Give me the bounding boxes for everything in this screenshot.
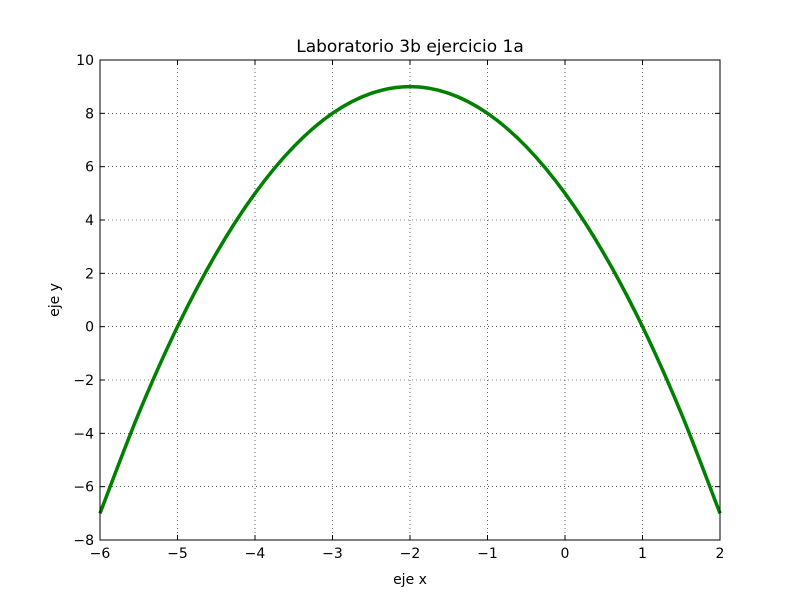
x-axis-label: eje x <box>393 572 427 588</box>
y-tick-label: 10 <box>76 53 94 69</box>
y-tick-label: −4 <box>73 426 94 442</box>
plot-area <box>98 84 722 514</box>
x-tick-label: −1 <box>477 546 498 562</box>
series-line <box>98 84 722 514</box>
x-tick-label: −2 <box>400 546 421 562</box>
y-tick-label: 0 <box>85 320 94 336</box>
x-tick-label: 1 <box>638 546 647 562</box>
y-tick-label: −6 <box>73 480 94 496</box>
y-tick-label: 6 <box>85 160 94 176</box>
x-tick-label: −5 <box>167 546 188 562</box>
chart-title: Laboratorio 3b ejercicio 1a <box>296 37 524 57</box>
y-tick-label: −2 <box>73 373 94 389</box>
x-tick-label: −3 <box>322 546 343 562</box>
y-tick-label: 8 <box>85 106 94 122</box>
y-tick-label: 4 <box>85 213 94 229</box>
x-tick-label: 0 <box>561 546 570 562</box>
y-tick-label: 2 <box>85 266 94 282</box>
x-tick-label: −4 <box>245 546 266 562</box>
x-tick-label: 2 <box>716 546 725 562</box>
x-tick-label: −6 <box>90 546 111 562</box>
y-tick-label: −8 <box>73 533 94 549</box>
y-axis-label: eje y <box>47 283 63 317</box>
